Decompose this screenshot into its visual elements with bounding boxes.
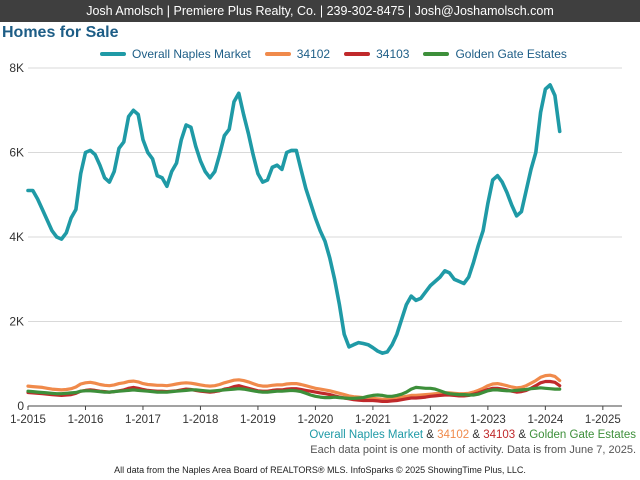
y-tick-label: 4K [9,230,24,244]
contact-info: Josh Amolsch | Premiere Plus Realty, Co.… [86,4,554,18]
note-sep-3: & [515,429,530,441]
series-line-overall [26,83,562,356]
x-tick-label: 1-2022 [412,414,448,426]
data-note: Each data point is one month of activity… [310,444,636,456]
y-tick-label: 8K [9,61,24,75]
note-golden-gate: Golden Gate Estates [529,429,636,441]
x-tick-label: 1-2020 [298,414,334,426]
series-line-z34102 [26,373,562,401]
legend-label-34102: 34102 [296,47,331,61]
note-sep-2: & [469,429,484,441]
series-line-golden_gate [26,385,562,400]
x-tick-label: 1-2016 [68,414,104,426]
x-tick-label: 1-2021 [355,414,391,426]
chart-legend: Overall Naples Market 34102 34103 Golden… [100,46,567,62]
legend-swatch-overall [100,52,126,56]
x-tick-label: 1-2023 [470,414,506,426]
y-tick-label: 2K [9,315,24,329]
y-tick-label: 6K [9,146,24,160]
legend-item-34102[interactable]: 34102 [264,47,331,61]
legend-label-overall: Overall Naples Market [132,47,251,61]
note-34102: 34102 [437,429,470,441]
legend-swatch-golden-gate [423,52,450,56]
legend-label-golden-gate: Golden Gate Estates [455,47,567,61]
chart-notes: Overall Naples Market & 34102 & 34103 & … [309,428,636,458]
x-tick-label: 1-2025 [585,414,621,426]
x-tick-label: 1-2018 [183,414,219,426]
legend-swatch-34102 [264,52,291,56]
chart-title: Homes for Sale [2,24,119,41]
legend-item-overall[interactable]: Overall Naples Market [100,47,251,61]
legend-item-34103[interactable]: 34103 [344,47,409,61]
colored-series-legend: Overall Naples Market & 34102 & 34103 & … [309,428,636,443]
note-sep-1: & [423,429,438,441]
header-bar: Josh Amolsch | Premiere Plus Realty, Co.… [0,0,640,22]
x-tick-label: 1-2017 [125,414,161,426]
legend-swatch-34103 [344,52,371,56]
note-overall: Overall Naples Market [309,429,424,441]
footer-credits: All data from the Naples Area Board of R… [114,465,526,475]
legend-label-34103: 34103 [376,47,410,61]
note-34103: 34103 [483,429,516,441]
y-tick-label: 0 [17,399,24,413]
x-tick-label: 1-2019 [240,414,276,426]
x-tick-label: 1-2024 [527,414,563,426]
legend-item-golden-gate[interactable]: Golden Gate Estates [423,47,567,61]
x-tick-label: 1-2015 [10,414,46,426]
